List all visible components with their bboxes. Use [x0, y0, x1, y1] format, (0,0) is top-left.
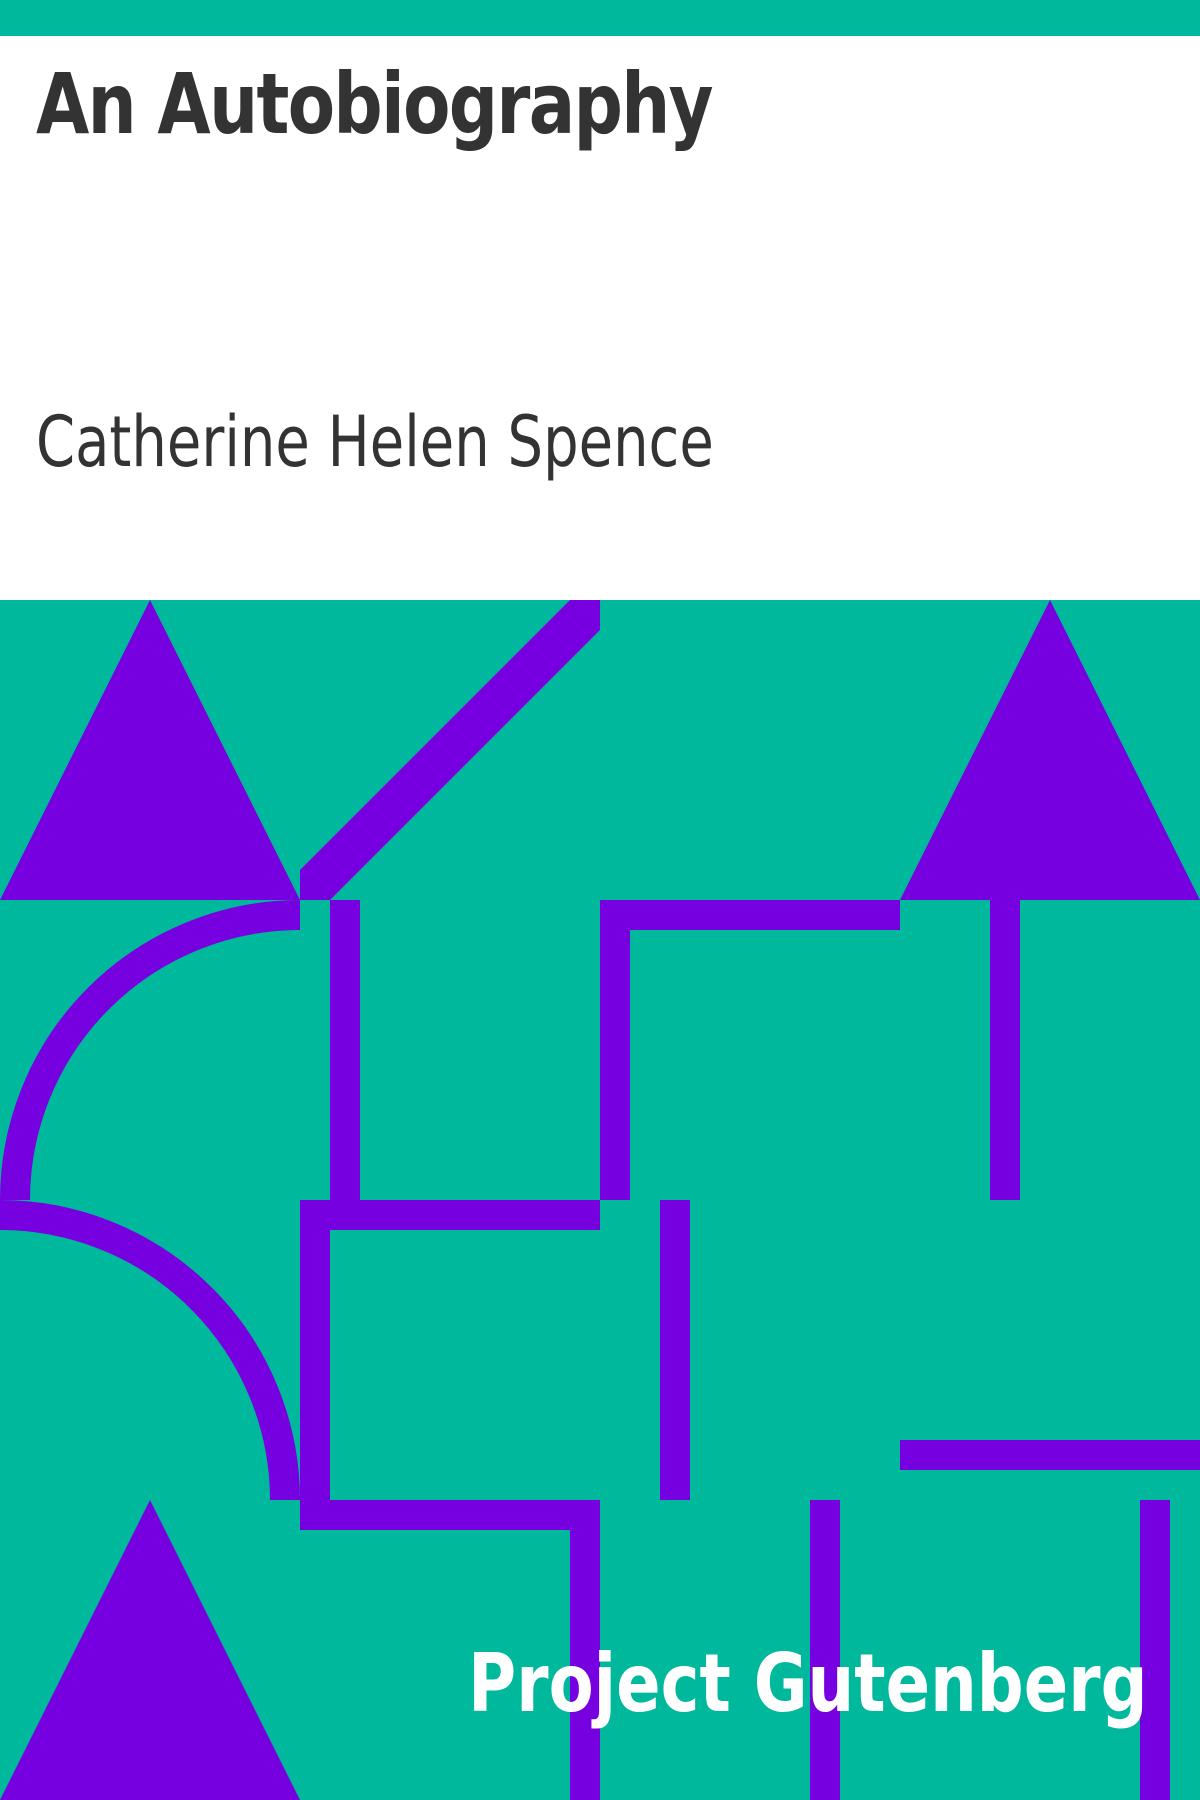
bar-h-3	[900, 1440, 1200, 1470]
bar-v-5	[660, 1200, 690, 1500]
arc-upper	[0, 900, 301, 1201]
bar-h-2	[300, 1200, 600, 1230]
arc-lower	[0, 1200, 300, 1501]
bar-v-2	[600, 900, 630, 1200]
bar-v-4	[300, 1200, 330, 1500]
triangle-bottom-left	[0, 1500, 300, 1800]
publisher-name: Project Gutenberg	[468, 1637, 1148, 1730]
bar-v-8	[1140, 1500, 1170, 1800]
diagonal-band	[300, 600, 600, 900]
triangle-top-left	[0, 600, 300, 900]
bar-v-3	[990, 900, 1020, 1200]
bar-h-4	[300, 1500, 600, 1530]
triangle-top-right	[900, 600, 1200, 900]
top-band	[0, 0, 1200, 36]
bar-v-1	[330, 900, 360, 1200]
book-title: An Autobiography	[36, 55, 714, 153]
bar-v-6	[570, 1500, 600, 1800]
bar-h-1	[600, 900, 900, 930]
bar-v-7	[810, 1500, 840, 1800]
book-author: Catherine Helen Spence	[36, 401, 714, 483]
title-panel	[0, 36, 1200, 600]
